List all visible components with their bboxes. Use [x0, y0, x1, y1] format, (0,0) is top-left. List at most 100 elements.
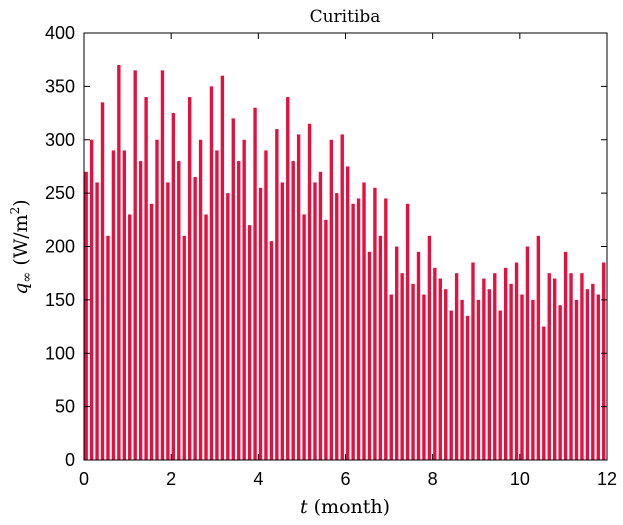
bar — [405, 203, 410, 461]
bar — [133, 70, 137, 461]
bar — [122, 150, 127, 461]
bar — [89, 139, 94, 460]
bar — [128, 214, 132, 460]
bar — [111, 150, 116, 461]
x-axis: 0 2 4 6 8 10 12 — [79, 33, 617, 489]
x-tick-label: 2 — [166, 469, 176, 489]
bar — [286, 97, 290, 461]
bar — [362, 182, 366, 460]
bars-group — [84, 65, 606, 461]
bar — [215, 150, 219, 461]
y-axis-label-var: q — [10, 283, 32, 295]
bar — [433, 267, 437, 460]
bar — [471, 262, 475, 460]
x-tick-label: 8 — [428, 469, 438, 489]
bar — [329, 139, 334, 460]
y-tick-label: 150 — [45, 290, 75, 310]
bar — [253, 107, 257, 460]
bar — [498, 310, 502, 460]
bar — [95, 182, 99, 460]
y-axis-label-end: ) — [10, 199, 32, 206]
bar — [302, 214, 306, 460]
bar — [596, 294, 600, 460]
bar — [400, 273, 404, 460]
y-tick-label: 200 — [45, 237, 75, 257]
bar — [454, 273, 459, 460]
x-tick-label: 4 — [253, 469, 263, 489]
bar — [514, 262, 519, 460]
bar — [198, 139, 203, 460]
y-tick-label: 250 — [45, 183, 75, 203]
bar — [378, 235, 383, 460]
bar — [591, 283, 595, 460]
bar — [531, 299, 535, 460]
bar — [258, 187, 263, 460]
bar — [493, 273, 497, 460]
x-axis-label-rest: (month) — [308, 496, 390, 518]
bar — [460, 299, 464, 460]
bar — [264, 150, 268, 461]
y-axis-label: q∞ (W/m2) — [8, 199, 35, 294]
bar — [296, 134, 301, 460]
bar — [411, 283, 415, 460]
x-tick-label: 6 — [340, 469, 350, 489]
bar — [574, 299, 579, 460]
bar — [318, 171, 323, 460]
bar — [149, 203, 154, 461]
bar — [580, 273, 584, 460]
bar — [569, 273, 573, 460]
y-tick-label: 400 — [45, 23, 75, 43]
bar — [291, 161, 295, 460]
bar — [422, 294, 426, 460]
bar — [416, 251, 421, 460]
bar — [220, 75, 225, 460]
bar — [525, 246, 530, 460]
bar — [509, 283, 513, 460]
y-tick-label: 300 — [45, 130, 75, 150]
bar — [324, 219, 328, 460]
bar — [487, 289, 492, 460]
bar — [547, 273, 551, 460]
bar — [84, 171, 88, 460]
bar — [482, 278, 486, 460]
bar — [373, 187, 377, 460]
bar — [144, 97, 148, 461]
bar — [585, 289, 590, 460]
bar — [100, 102, 105, 460]
bar — [340, 134, 344, 460]
bar — [558, 305, 562, 460]
y-axis: 0 50 100 150 200 250 300 350 400 — [45, 23, 607, 470]
bar — [204, 214, 208, 460]
bar — [602, 262, 606, 460]
bar — [269, 241, 274, 460]
bar — [307, 123, 312, 461]
bar — [160, 70, 165, 461]
bar — [117, 65, 121, 461]
y-axis-label-rest: (W/m — [10, 214, 32, 271]
bar — [384, 198, 388, 460]
y-tick-label: 50 — [55, 397, 75, 417]
bar — [563, 251, 568, 460]
bar — [106, 235, 110, 460]
bar — [345, 166, 350, 460]
bar — [351, 203, 355, 461]
bar — [280, 182, 284, 460]
y-tick-label: 100 — [45, 343, 75, 363]
bar — [542, 326, 546, 460]
bar — [166, 182, 170, 460]
bar — [237, 161, 241, 460]
bar — [520, 294, 524, 460]
y-axis-label-sup: 2 — [8, 207, 22, 215]
bar — [171, 113, 176, 460]
bar — [226, 193, 230, 460]
x-tick-label: 0 — [79, 469, 89, 489]
x-tick-label: 10 — [510, 469, 530, 489]
bar — [444, 289, 448, 460]
bar — [193, 177, 197, 461]
bar — [187, 97, 192, 461]
y-tick-label: 0 — [65, 450, 75, 470]
bar — [275, 129, 279, 460]
bar — [356, 198, 361, 460]
bar — [209, 86, 214, 460]
